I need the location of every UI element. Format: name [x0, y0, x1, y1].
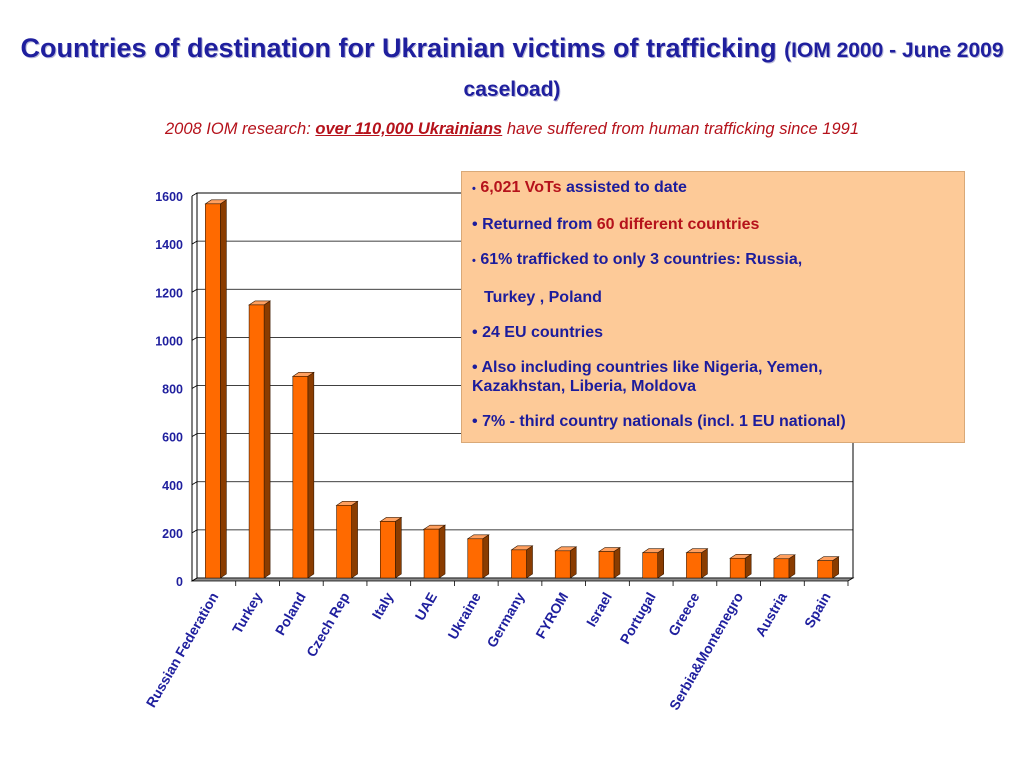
info-bullet-1: • 6,021 VoTs assisted to date: [472, 178, 954, 199]
x-tick-label: FYROM: [532, 590, 571, 642]
countries-count: 60 different countries: [596, 216, 760, 233]
subtitle-prefix: 2008 IOM research:: [164, 120, 311, 138]
bar-side: [438, 524, 446, 579]
bar-side: [351, 500, 358, 579]
bullet-icon: •: [472, 216, 478, 233]
bar: [686, 552, 702, 579]
bar: [554, 550, 571, 579]
info-bullet-4: • 24 EU countries: [472, 323, 954, 342]
x-tick-label: UAE: [411, 590, 440, 624]
bar-side: [613, 546, 621, 579]
bar: [423, 528, 440, 579]
bullet-icon: •: [472, 324, 478, 341]
bar-side: [394, 516, 402, 579]
x-tick-label: Portugal: [617, 590, 659, 647]
info-bullet-3-cont: Turkey , Poland: [472, 288, 954, 307]
bar: [248, 304, 265, 579]
gridline-side: [191, 385, 198, 389]
x-tick-label: Italy: [369, 589, 397, 621]
gridline-side: [191, 192, 198, 197]
info-text: Turkey , Poland: [484, 289, 602, 306]
title-sub: (IOM 2000 - June 2009 caseload): [463, 39, 1004, 101]
votes-count: 6,021 VoTs: [480, 179, 562, 196]
x-tick-label: Czech Rep: [303, 590, 353, 660]
y-tick-label: 200: [162, 527, 183, 541]
y-tick-label: 1200: [155, 286, 183, 300]
gridline-side: [191, 337, 198, 341]
x-tick-label: Greece: [665, 589, 703, 638]
info-text: Kazakhstan, Liberia, Moldova: [472, 378, 697, 395]
x-tick-label: Turkey: [229, 589, 265, 636]
bar: [292, 376, 309, 579]
x-tick-label: Israel: [583, 590, 615, 630]
bar: [379, 521, 396, 579]
bar-side: [307, 371, 315, 579]
x-tick-label: Spain: [801, 590, 834, 631]
info-text: 24 EU countries: [482, 324, 603, 341]
y-tick-label: 0: [176, 575, 183, 589]
gridline-side: [191, 288, 198, 293]
bar: [598, 551, 615, 579]
x-tick-label: Germany: [483, 589, 527, 650]
bar-side: [482, 534, 490, 579]
gridline-side: [191, 529, 198, 534]
info-text: Also including countries like Nigeria, Y…: [481, 359, 823, 376]
bar: [205, 203, 221, 579]
y-tick-label: 1000: [155, 334, 183, 348]
subtitle-highlight: over 110,000 Ukrainians: [315, 120, 503, 138]
bullet-icon: •: [472, 359, 478, 376]
info-text: 61% trafficked to only 3 countries: Russ…: [480, 251, 803, 268]
y-tick-label: 400: [162, 479, 183, 493]
info-text: assisted to date: [566, 179, 687, 196]
gridline-side: [191, 577, 198, 582]
bar: [336, 505, 352, 579]
bar: [729, 557, 746, 579]
x-tick-label: Russian Federation: [143, 590, 222, 711]
y-tick-label: 1400: [155, 238, 183, 252]
bar: [511, 549, 527, 579]
chart-floor: [190, 577, 855, 582]
bar-side: [657, 548, 665, 579]
bar-side: [526, 545, 533, 579]
page-title: Countries of destination for Ukrainian v…: [0, 30, 1024, 108]
y-tick-label: 600: [162, 431, 183, 445]
info-bullet-2: • Returned from 60 different countries: [472, 215, 954, 234]
gridline-side: [191, 481, 198, 486]
y-tick-label: 1600: [155, 190, 183, 204]
x-tick-label: Poland: [272, 590, 309, 638]
info-text: 7% - third country nationals (incl. 1 EU…: [482, 413, 846, 430]
info-text: Returned from: [482, 216, 593, 233]
title-main: Countries of destination for Ukrainian v…: [20, 33, 777, 63]
subtitle: 2008 IOM research: over 110,000 Ukrainia…: [0, 120, 1024, 139]
bar-side: [569, 546, 577, 579]
bar-side: [701, 548, 708, 579]
subtitle-suffix: have suffered from human trafficking sin…: [506, 120, 860, 138]
bullet-icon: •: [472, 413, 478, 430]
x-tick-label: Austria: [752, 589, 790, 639]
bar: [642, 552, 659, 579]
bar-side: [220, 199, 227, 579]
y-tick-label: 800: [162, 383, 183, 397]
gridline-side: [191, 433, 198, 437]
info-box: • 6,021 VoTs assisted to date • Returned…: [461, 171, 965, 443]
bullet-icon: •: [472, 183, 476, 195]
gridline-side: [191, 240, 198, 245]
bar: [773, 558, 790, 579]
info-bullet-3: • 61% trafficked to only 3 countries: Ru…: [472, 250, 954, 271]
bar: [817, 560, 833, 579]
bar-side: [263, 300, 271, 579]
bullet-icon: •: [472, 255, 476, 267]
bar: [467, 538, 484, 579]
info-bullet-6: • 7% - third country nationals (incl. 1 …: [472, 412, 954, 431]
x-tick-label: Ukraine: [444, 589, 484, 642]
info-bullet-5: • Also including countries like Nigeria,…: [472, 358, 954, 396]
